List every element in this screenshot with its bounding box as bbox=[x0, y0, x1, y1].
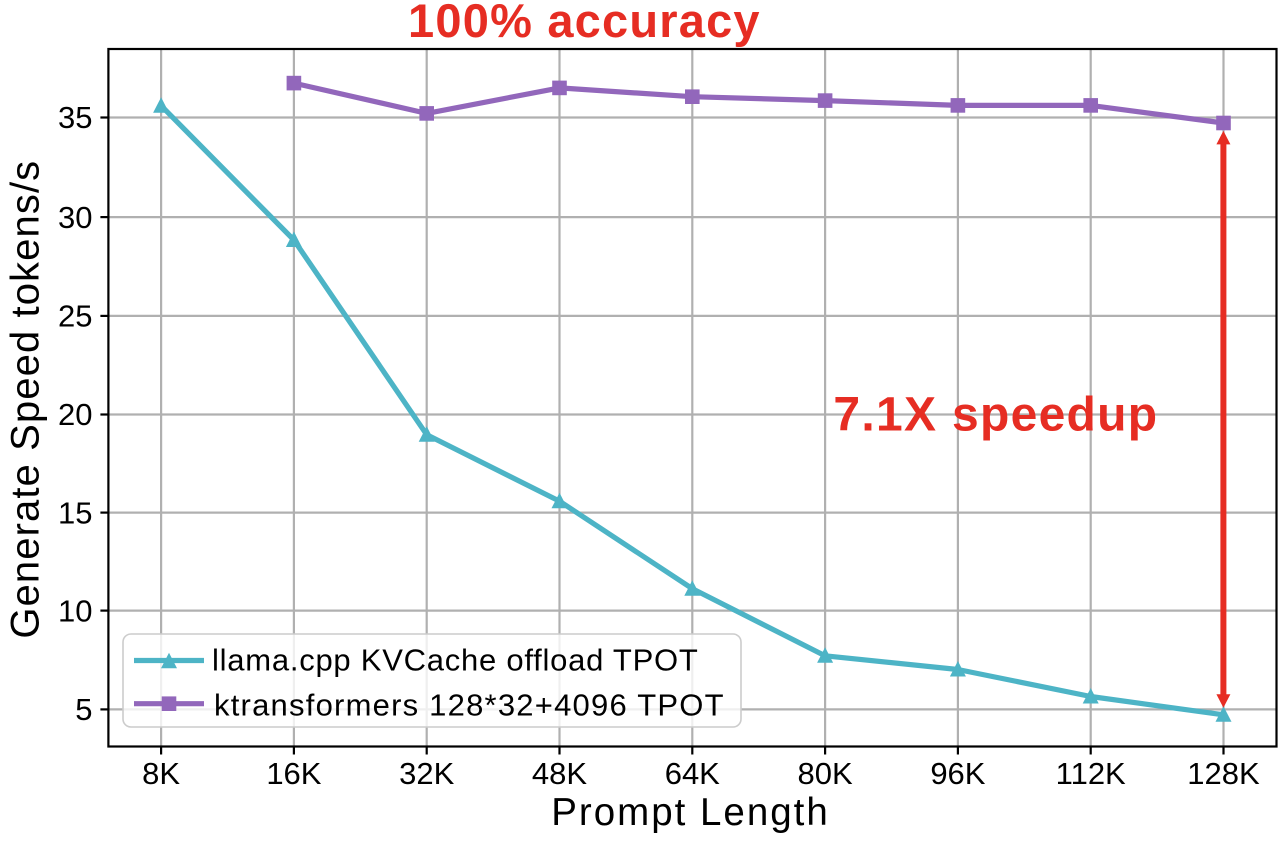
svg-text:112K: 112K bbox=[1056, 756, 1126, 791]
svg-text:48K: 48K bbox=[532, 756, 587, 791]
svg-text:7.1X speedup: 7.1X speedup bbox=[833, 389, 1158, 442]
svg-text:10: 10 bbox=[58, 593, 92, 628]
svg-text:30: 30 bbox=[58, 200, 92, 235]
svg-text:64K: 64K bbox=[665, 756, 720, 791]
svg-text:Prompt Length: Prompt Length bbox=[551, 791, 830, 834]
svg-text:100% accuracy: 100% accuracy bbox=[408, 0, 761, 47]
svg-text:16K: 16K bbox=[266, 756, 321, 791]
svg-text:15: 15 bbox=[58, 495, 92, 530]
svg-text:35: 35 bbox=[58, 100, 92, 135]
svg-text:25: 25 bbox=[58, 299, 92, 334]
svg-text:128K: 128K bbox=[1187, 756, 1260, 791]
svg-text:ktransformers 128*32+4096 TPOT: ktransformers 128*32+4096 TPOT bbox=[214, 688, 725, 723]
svg-text:32K: 32K bbox=[399, 756, 454, 791]
svg-text:20: 20 bbox=[58, 397, 92, 432]
svg-text:8K: 8K bbox=[142, 756, 180, 791]
svg-text:Generate Speed tokens/s: Generate Speed tokens/s bbox=[4, 160, 48, 639]
svg-text:96K: 96K bbox=[930, 756, 985, 791]
svg-text:80K: 80K bbox=[798, 756, 853, 791]
svg-text:llama.cpp KVCache offload TPOT: llama.cpp KVCache offload TPOT bbox=[212, 643, 699, 678]
svg-text:5: 5 bbox=[75, 692, 92, 727]
